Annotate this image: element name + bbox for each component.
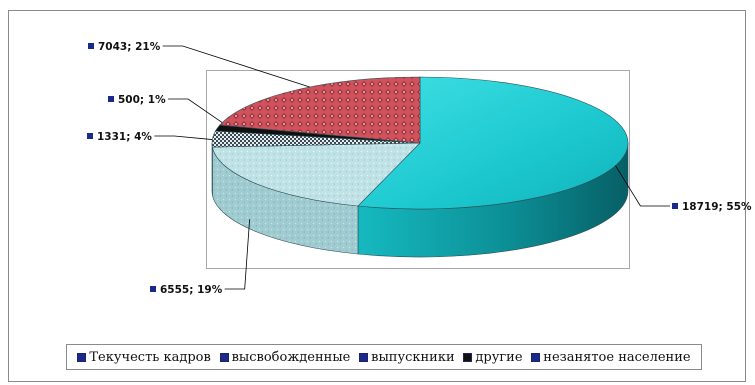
data-label-marker: [108, 96, 114, 102]
legend-label: выпускники: [371, 349, 455, 365]
leader-line-3: [154, 135, 213, 140]
slice-1-top: [357, 76, 629, 210]
leader-line-2: [224, 219, 251, 290]
leader-line-5: [162, 45, 310, 88]
data-label-4: 500; 1%: [118, 94, 166, 106]
leader-line-1: [615, 165, 670, 207]
data-label-5: 7043; 21%: [98, 41, 161, 53]
legend-swatch: [531, 352, 541, 362]
legend-swatch: [463, 352, 473, 362]
data-label-1: 18719; 55%: [682, 201, 752, 213]
slice-5-top: [219, 76, 421, 144]
legend: Текучесть кадров высвобожденные выпускники…: [66, 344, 702, 370]
legend-item: высвобожденные: [219, 349, 351, 365]
data-label-3: 1331; 4%: [97, 131, 152, 143]
slice-2-top: [212, 142, 421, 207]
legend-swatch: [77, 352, 87, 362]
legend-label: Текучесть кадров: [89, 349, 211, 365]
legend-item: другие: [463, 349, 523, 365]
legend-item: Текучесть кадров: [77, 349, 211, 365]
legend-swatch: [359, 352, 369, 362]
legend-label: другие: [475, 349, 523, 365]
data-label-marker: [150, 286, 156, 292]
data-label-marker: [88, 43, 94, 49]
legend-label: высвобожденные: [231, 349, 351, 365]
legend-item: незанятое население: [531, 349, 691, 365]
legend-label: незанятое население: [543, 349, 691, 365]
legend-swatch: [219, 352, 229, 362]
leader-line-4: [168, 98, 223, 123]
data-label-marker: [87, 133, 93, 139]
legend-item: выпускники: [359, 350, 455, 365]
data-label-2: 6555; 19%: [160, 284, 223, 296]
data-label-marker: [672, 203, 678, 209]
